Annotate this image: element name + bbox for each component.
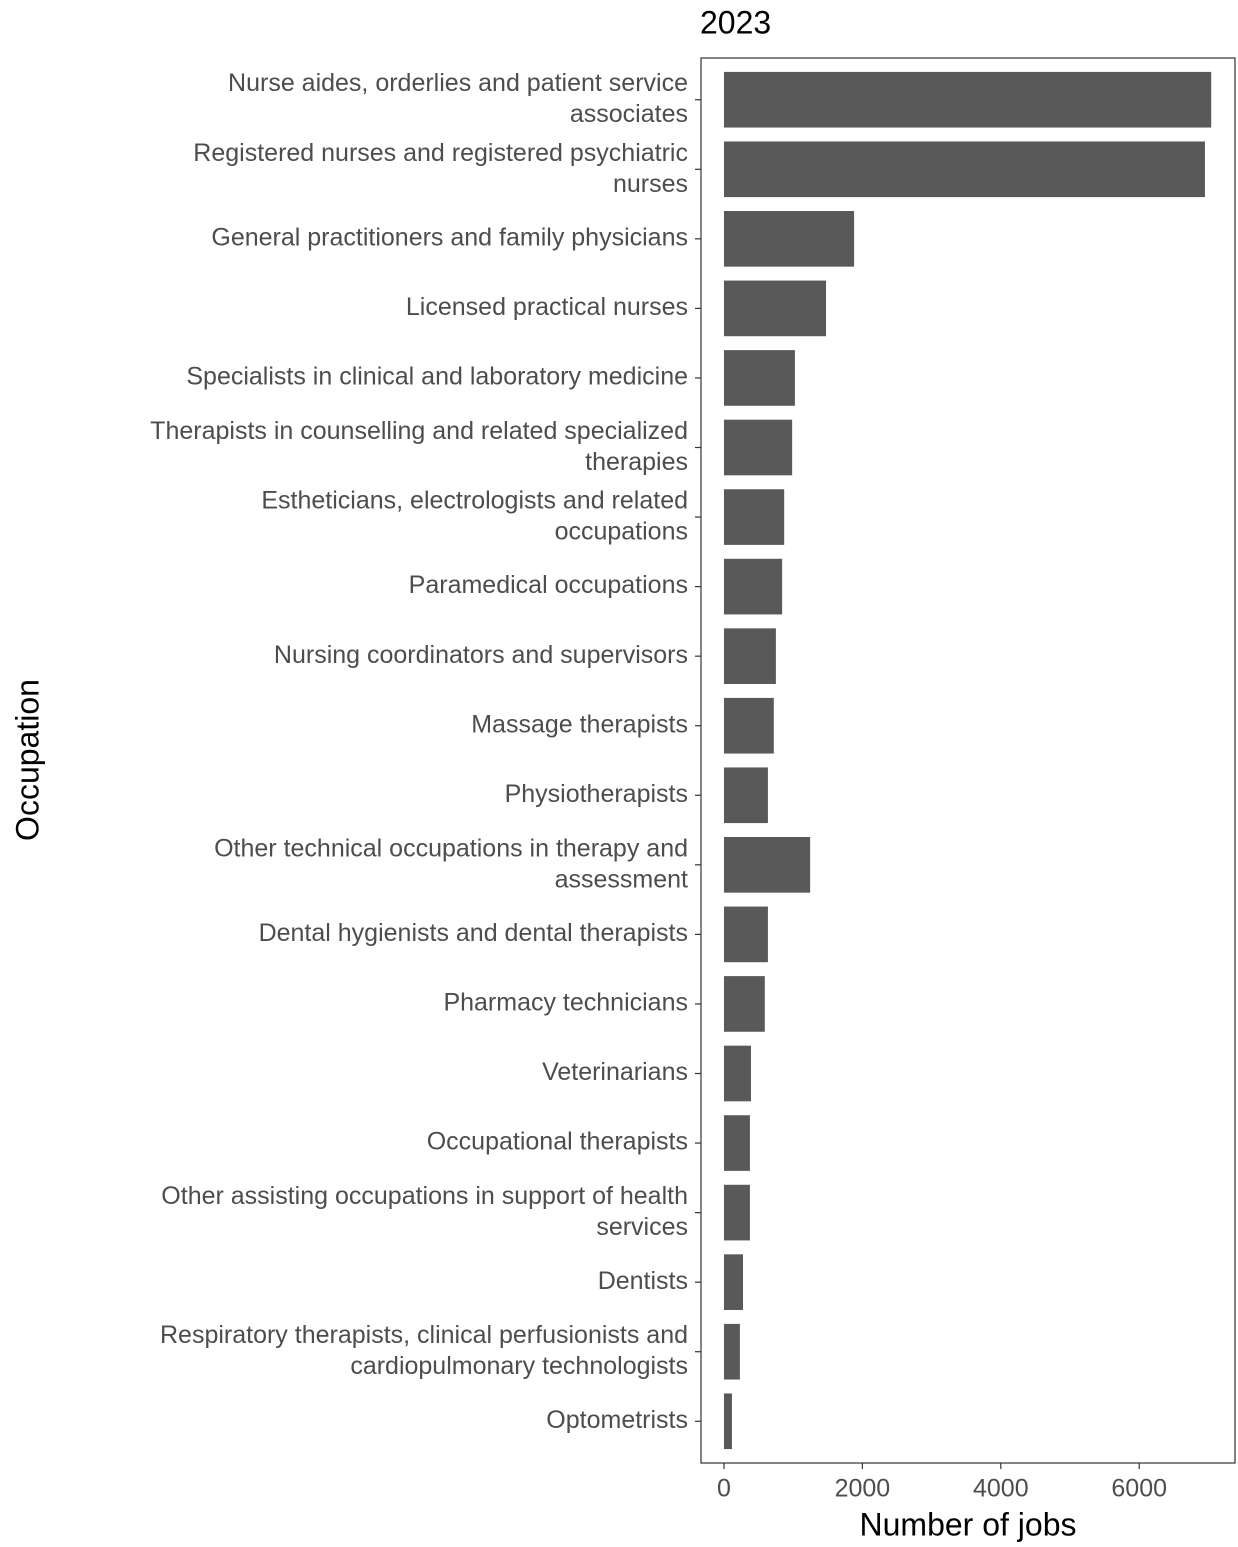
y-tick-label: Therapists in counselling and related sp… <box>150 417 688 476</box>
x-axis-title: Number of jobs <box>860 1506 1077 1542</box>
x-tick-label: 0 <box>717 1475 731 1503</box>
bar <box>723 141 1205 198</box>
bar <box>723 837 811 893</box>
bar <box>723 767 768 824</box>
y-tick-label: General practitioners and family physici… <box>211 223 688 251</box>
bar <box>723 1323 740 1380</box>
bar <box>723 489 785 545</box>
y-tick-label: Other technical occupations in therapy a… <box>214 834 688 893</box>
y-tick-label: Dental hygienists and dental therapists <box>259 919 688 947</box>
panel-border <box>700 57 1236 1464</box>
y-tick-label: Occupational therapists <box>427 1128 688 1156</box>
y-axis-title: Occupation <box>9 679 45 841</box>
y-tick-label: Specialists in clinical and laboratory m… <box>186 363 688 391</box>
bar <box>723 1115 750 1171</box>
y-tick-label: Licensed practical nurses <box>406 293 688 321</box>
x-tick-label: 4000 <box>973 1475 1029 1503</box>
bar <box>723 71 1212 128</box>
bar <box>723 628 776 684</box>
y-tick-label: Dentists <box>598 1267 688 1295</box>
bar <box>723 906 768 963</box>
y-tick-label: Optometrists <box>546 1406 688 1434</box>
bar <box>723 976 765 1032</box>
y-tick-label: Nurse aides, orderlies and patient servi… <box>228 69 688 128</box>
y-tick-label: Paramedical occupations <box>409 571 688 599</box>
y-tick-label: Pharmacy technicians <box>443 989 688 1017</box>
bar <box>723 558 783 615</box>
bar <box>723 697 774 754</box>
y-tick-label: Nursing coordinators and supervisors <box>274 641 688 669</box>
bar <box>723 1393 732 1450</box>
y-tick-label: Massage therapists <box>471 710 688 738</box>
y-tick-label: Other assisting occupations in support o… <box>161 1182 688 1241</box>
bar <box>723 211 855 267</box>
y-tick-label: Estheticians, electrologists and related… <box>261 486 688 545</box>
bar <box>723 350 795 406</box>
y-tick-label: Registered nurses and registered psychia… <box>193 138 688 197</box>
bar <box>723 1254 744 1310</box>
bar <box>723 1045 751 1102</box>
bar <box>723 419 793 476</box>
bar <box>723 1184 750 1241</box>
x-tick-label: 6000 <box>1111 1475 1167 1503</box>
x-tick-label: 2000 <box>835 1475 891 1503</box>
bar <box>723 280 827 337</box>
chart-title: 2023 <box>700 4 771 40</box>
y-tick-label: Physiotherapists <box>505 780 688 808</box>
y-tick-label: Respiratory therapists, clinical perfusi… <box>160 1321 688 1380</box>
y-tick-label: Veterinarians <box>542 1058 688 1086</box>
